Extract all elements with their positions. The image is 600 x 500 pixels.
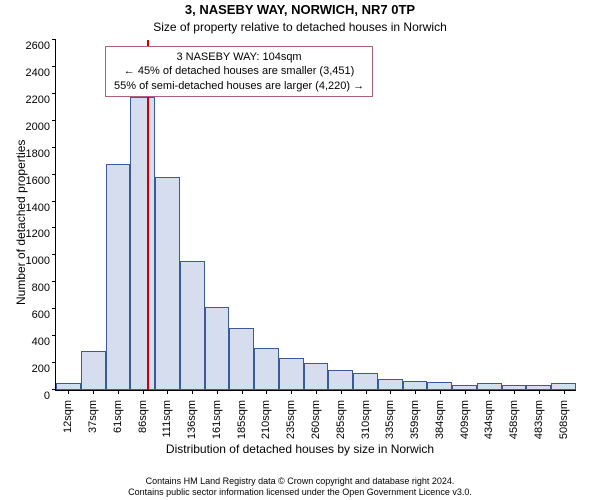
x-tick-label: 210sqm — [260, 396, 272, 439]
x-tick-mark — [266, 390, 267, 394]
y-tick-mark — [52, 201, 56, 202]
x-tick-label: 409sqm — [459, 396, 471, 439]
y-tick-label: 1400 — [26, 202, 56, 214]
y-tick-label: 800 — [32, 282, 56, 294]
y-tick-mark — [52, 147, 56, 148]
histogram-bar — [378, 379, 403, 390]
x-tick-label: 384sqm — [434, 396, 446, 439]
x-tick-label: 434sqm — [483, 396, 495, 439]
x-tick-mark — [143, 390, 144, 394]
x-tick-label: 86sqm — [137, 396, 149, 433]
x-tick-label: 310sqm — [360, 396, 372, 439]
histogram-bar — [279, 358, 304, 390]
x-tick-label: 136sqm — [186, 396, 198, 439]
annotation-line: 3 NASEBY WAY: 104sqm — [114, 50, 364, 64]
y-tick-label: 2000 — [26, 121, 56, 133]
x-tick-label: 12sqm — [62, 396, 74, 433]
histogram-bar — [403, 381, 428, 390]
x-tick-label: 458sqm — [508, 396, 520, 439]
y-tick-mark — [52, 39, 56, 40]
x-tick-mark — [366, 390, 367, 394]
y-tick-label: 1800 — [26, 148, 56, 160]
x-tick-label: 111sqm — [161, 396, 173, 438]
y-tick-label: 1200 — [26, 228, 56, 240]
x-tick-mark — [291, 390, 292, 394]
y-tick-mark — [52, 120, 56, 121]
y-tick-label: 0 — [44, 390, 56, 402]
x-axis-label: Distribution of detached houses by size … — [0, 442, 600, 456]
x-tick-label: 161sqm — [211, 396, 223, 439]
histogram-bar — [130, 97, 155, 390]
y-tick-mark — [52, 308, 56, 309]
chart-container: 3, NASEBY WAY, NORWICH, NR7 0TP Size of … — [0, 0, 600, 500]
x-tick-mark — [514, 390, 515, 394]
histogram-bar — [551, 383, 576, 390]
histogram-bar — [229, 328, 254, 390]
x-tick-label: 335sqm — [384, 396, 396, 439]
x-tick-mark — [242, 390, 243, 394]
x-tick-label: 508sqm — [558, 396, 570, 439]
y-tick-label: 400 — [32, 336, 56, 348]
x-tick-mark — [341, 390, 342, 394]
histogram-bar — [180, 261, 205, 390]
y-tick-mark — [52, 254, 56, 255]
x-tick-mark — [415, 390, 416, 394]
histogram-bar — [205, 307, 230, 390]
histogram-bar — [81, 351, 106, 390]
x-tick-mark — [390, 390, 391, 394]
x-tick-mark — [118, 390, 119, 394]
x-tick-mark — [93, 390, 94, 394]
chart-title-main: 3, NASEBY WAY, NORWICH, NR7 0TP — [0, 2, 600, 17]
annotation-line: ← 45% of detached houses are smaller (3,… — [114, 64, 364, 78]
x-tick-label: 185sqm — [236, 396, 248, 439]
x-tick-mark — [167, 390, 168, 394]
x-tick-label: 285sqm — [335, 396, 347, 439]
y-tick-label: 1000 — [26, 255, 56, 267]
x-tick-mark — [440, 390, 441, 394]
x-tick-label: 483sqm — [533, 396, 545, 439]
x-tick-label: 260sqm — [310, 396, 322, 439]
chart-title-sub: Size of property relative to detached ho… — [0, 20, 600, 34]
x-tick-mark — [316, 390, 317, 394]
x-tick-label: 235sqm — [285, 396, 297, 439]
x-tick-mark — [192, 390, 193, 394]
y-tick-mark — [52, 66, 56, 67]
annotation-line: 55% of semi-detached houses are larger (… — [114, 79, 364, 93]
x-tick-mark — [489, 390, 490, 394]
x-tick-mark — [217, 390, 218, 394]
y-tick-mark — [52, 93, 56, 94]
y-tick-mark — [52, 335, 56, 336]
histogram-bar — [155, 177, 180, 390]
footer-line: Contains public sector information licen… — [0, 487, 600, 498]
histogram-bar — [427, 382, 452, 390]
histogram-bar — [477, 383, 502, 390]
histogram-bar — [254, 348, 279, 390]
x-tick-mark — [68, 390, 69, 394]
annotation-box: 3 NASEBY WAY: 104sqm← 45% of detached ho… — [105, 46, 373, 97]
x-tick-label: 37sqm — [87, 396, 99, 433]
y-tick-mark — [52, 362, 56, 363]
footer-attribution: Contains HM Land Registry data © Crown c… — [0, 476, 600, 498]
histogram-bar — [56, 383, 81, 390]
x-tick-mark — [564, 390, 565, 394]
x-tick-label: 359sqm — [409, 396, 421, 439]
histogram-bar — [328, 370, 353, 390]
histogram-bar — [353, 373, 378, 391]
x-tick-mark — [465, 390, 466, 394]
y-tick-mark — [52, 281, 56, 282]
x-tick-mark — [539, 390, 540, 394]
y-tick-label: 1600 — [26, 175, 56, 187]
footer-line: Contains HM Land Registry data © Crown c… — [0, 476, 600, 487]
y-axis-label: Number of detached properties — [14, 140, 28, 305]
y-tick-label: 200 — [32, 363, 56, 375]
histogram-bar — [304, 363, 329, 390]
y-tick-mark — [52, 174, 56, 175]
y-tick-label: 2200 — [26, 94, 56, 106]
y-tick-mark — [52, 227, 56, 228]
y-tick-label: 2400 — [26, 67, 56, 79]
y-tick-label: 600 — [32, 309, 56, 321]
histogram-bar — [106, 164, 131, 390]
x-tick-label: 61sqm — [112, 396, 124, 433]
y-tick-label: 2600 — [26, 40, 56, 52]
